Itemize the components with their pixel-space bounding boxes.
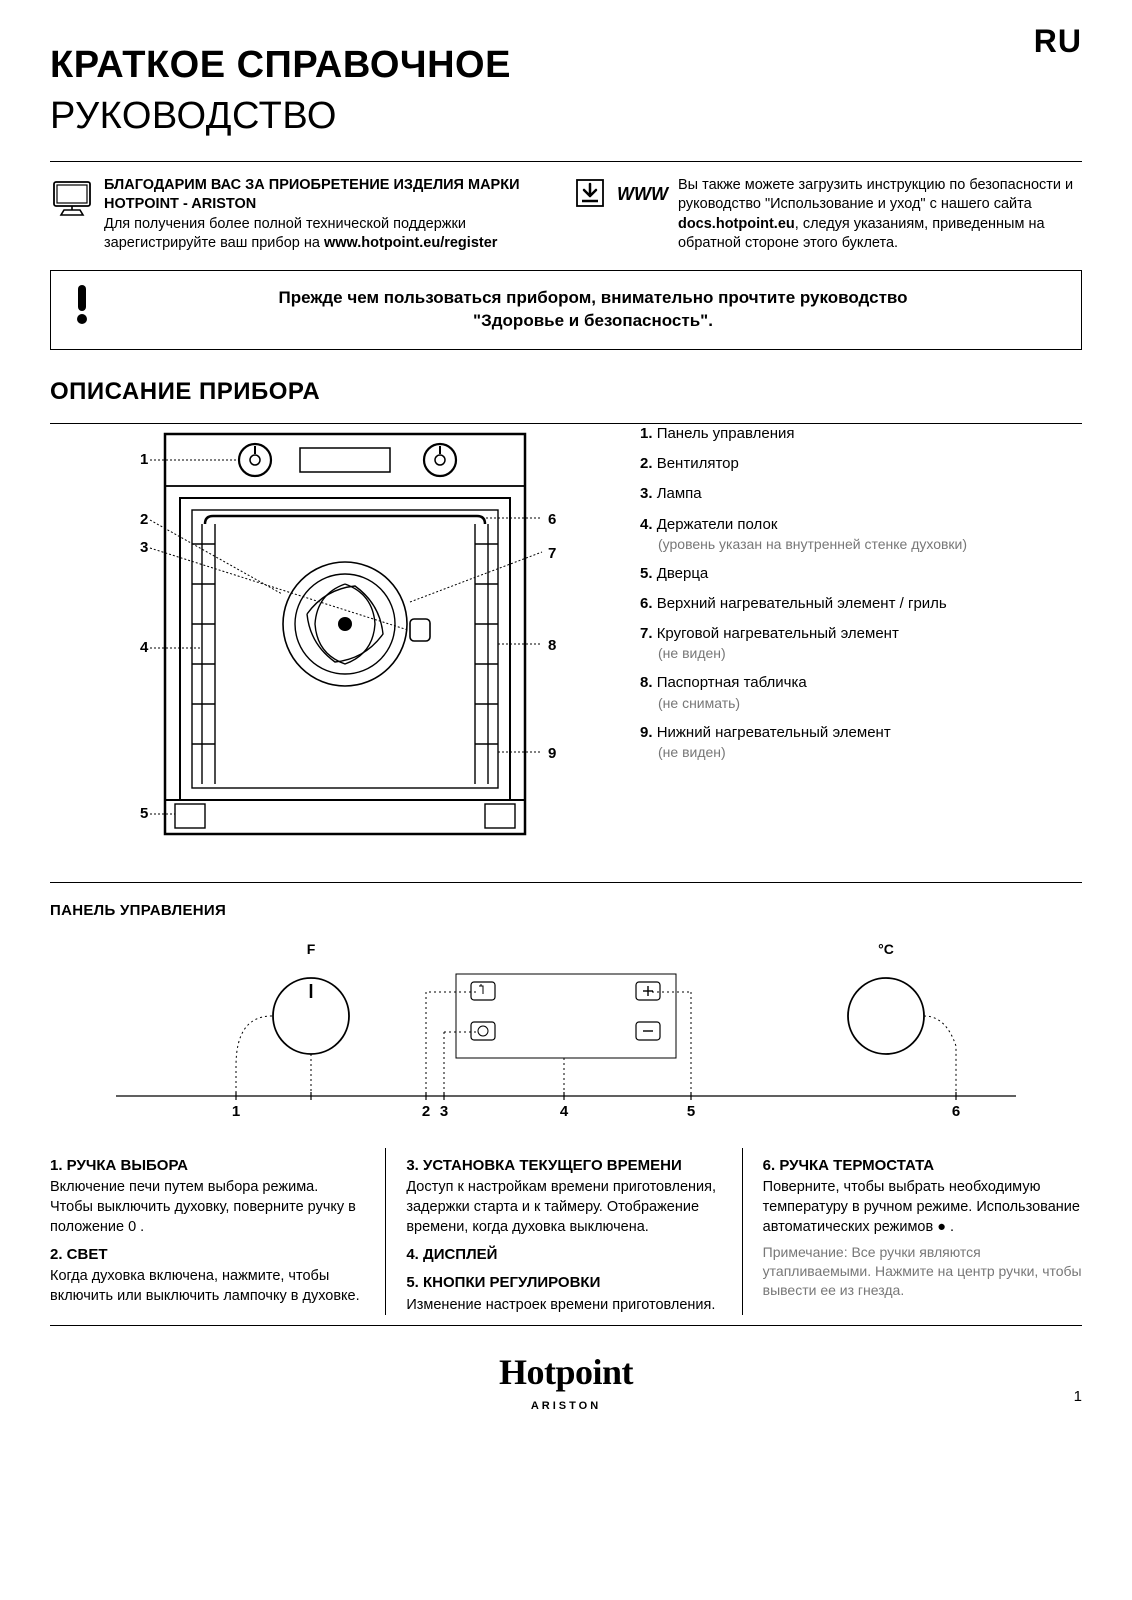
svg-text:3: 3 — [140, 539, 148, 556]
legend-item: 6. Верхний нагревательный элемент / грил… — [640, 594, 1082, 614]
warning-box: Прежде чем пользоваться прибором, внимат… — [50, 270, 1082, 351]
legend-item: 1. Панель управления — [640, 424, 1082, 444]
pc-heading: 6. РУЧКА ТЕРМОСТАТА — [763, 1156, 1082, 1176]
f-label: F — [307, 941, 316, 957]
legend-item: 4. Держатели полок(уровень указан на вну… — [640, 515, 1082, 554]
svg-text:4: 4 — [560, 1103, 569, 1120]
title-line1: КРАТКОЕ СПРАВОЧНОЕ — [50, 40, 1082, 91]
intro-row: БЛАГОДАРИМ ВАС ЗА ПРИОБРЕТЕНИЕ ИЗДЕЛИЯ М… — [50, 176, 1082, 254]
pc-heading: 3. УСТАНОВКА ТЕКУЩЕГО ВРЕМЕНИ — [406, 1156, 725, 1176]
intro-left: БЛАГОДАРИМ ВАС ЗА ПРИОБРЕТЕНИЕ ИЗДЕЛИЯ М… — [50, 176, 559, 254]
svg-text:7: 7 — [548, 545, 556, 562]
legend-item: 9. Нижний нагревательный элемент(не виде… — [640, 723, 1082, 762]
svg-text:1: 1 — [232, 1103, 240, 1120]
intro-right-bold: docs.hotpoint.eu — [678, 216, 795, 232]
language-tag: RU — [1034, 20, 1082, 63]
control-panel-diagram: F °C — [50, 936, 1082, 1133]
pc-text: Доступ к настройкам времени приготовлени… — [406, 1178, 725, 1237]
svg-text:8: 8 — [548, 637, 556, 654]
brand-logo: Hotpoint — [50, 1348, 1082, 1397]
svg-text:5: 5 — [687, 1103, 695, 1120]
svg-text:5: 5 — [140, 805, 148, 822]
pc-heading: 2. СВЕТ — [50, 1245, 369, 1265]
intro-left-text: БЛАГОДАРИМ ВАС ЗА ПРИОБРЕТЕНИЕ ИЗДЕЛИЯ М… — [104, 176, 559, 254]
svg-text:°C: °C — [878, 941, 894, 957]
download-icon — [573, 176, 607, 210]
www-label: WWW — [617, 182, 668, 206]
intro-right-text: Вы также можете загрузить инструкцию по … — [678, 176, 1082, 254]
divider — [50, 161, 1082, 162]
pc-text: Когда духовка включена, нажмите, чтобы в… — [50, 1267, 369, 1306]
warning-line1: Прежде чем пользоваться прибором, внимат… — [278, 288, 907, 307]
page-number: 1 — [1074, 1387, 1082, 1407]
pc-heading: 4. ДИСПЛЕЙ — [406, 1245, 725, 1265]
svg-text:9: 9 — [548, 745, 556, 762]
title-line2: РУКОВОДСТВО — [50, 91, 1082, 142]
intro-right: WWW Вы также можете загрузить инструкцию… — [573, 176, 1082, 254]
intro-right-plain-a: Вы также можете загрузить инструкцию по … — [678, 177, 1073, 213]
panel-col-1: 1. РУЧКА ВЫБОРА Включение печи путем выб… — [50, 1148, 386, 1315]
section-description-heading: ОПИСАНИЕ ПРИБОРА — [50, 376, 1082, 408]
brand-sub: ARISTON — [50, 1399, 1082, 1414]
svg-text:3: 3 — [440, 1103, 448, 1120]
monitor-icon — [50, 176, 94, 220]
pc-text: Включение печи путем выбора режима. Чтоб… — [50, 1178, 369, 1237]
panel-columns: 1. РУЧКА ВЫБОРА Включение печи путем выб… — [50, 1148, 1082, 1315]
warning-line2: "Здоровье и безопасность". — [473, 311, 713, 330]
svg-text:1: 1 — [140, 451, 148, 468]
intro-left-bold2: www.hotpoint.eu/register — [324, 235, 497, 251]
intro-left-bold1: БЛАГОДАРИМ ВАС ЗА ПРИОБРЕТЕНИЕ ИЗДЕЛИЯ М… — [104, 177, 520, 213]
pc-heading: 1. РУЧКА ВЫБОРА — [50, 1156, 369, 1176]
footer: Hotpoint ARISTON 1 — [50, 1348, 1082, 1413]
pc-text: Поверните, чтобы выбрать необходимую тем… — [763, 1178, 1082, 1237]
exclamation-icon — [67, 283, 97, 338]
legend-item: 3. Лампа — [640, 484, 1082, 504]
divider — [50, 1325, 1082, 1326]
page-title: КРАТКОЕ СПРАВОЧНОЕ РУКОВОДСТВО — [50, 40, 1082, 143]
oven-diagram: 1 2 3 4 5 6 7 8 9 — [50, 424, 610, 861]
legend-item: 5. Дверца — [640, 564, 1082, 584]
warning-text: Прежде чем пользоваться прибором, внимат… — [121, 287, 1065, 333]
pc-note: Примечание: Все ручки являются утапливае… — [763, 1243, 1082, 1300]
legend-item: 8. Паспортная табличка(не снимать) — [640, 673, 1082, 712]
legend-item: 2. Вентилятор — [640, 454, 1082, 474]
description-block: 1 2 3 4 5 6 7 8 9 1. Панель управления 2… — [50, 424, 1082, 861]
svg-text:6: 6 — [548, 511, 556, 528]
pc-heading: 5. КНОПКИ РЕГУЛИРОВКИ — [406, 1273, 725, 1293]
divider — [50, 882, 1082, 883]
legend-item: 7. Круговой нагревательный элемент(не ви… — [640, 624, 1082, 663]
pc-text: Изменение настроек времени приготовления… — [406, 1296, 725, 1316]
svg-text:4: 4 — [140, 639, 149, 656]
svg-text:2: 2 — [422, 1103, 430, 1120]
panel-col-3: 6. РУЧКА ТЕРМОСТАТА Поверните, чтобы выб… — [763, 1148, 1082, 1315]
legend: 1. Панель управления 2. Вентилятор 3. Ла… — [640, 424, 1082, 861]
panel-section-heading: ПАНЕЛЬ УПРАВЛЕНИЯ — [50, 901, 1082, 921]
svg-text:6: 6 — [952, 1103, 960, 1120]
panel-col-2: 3. УСТАНОВКА ТЕКУЩЕГО ВРЕМЕНИ Доступ к н… — [406, 1148, 742, 1315]
svg-text:2: 2 — [140, 511, 148, 528]
